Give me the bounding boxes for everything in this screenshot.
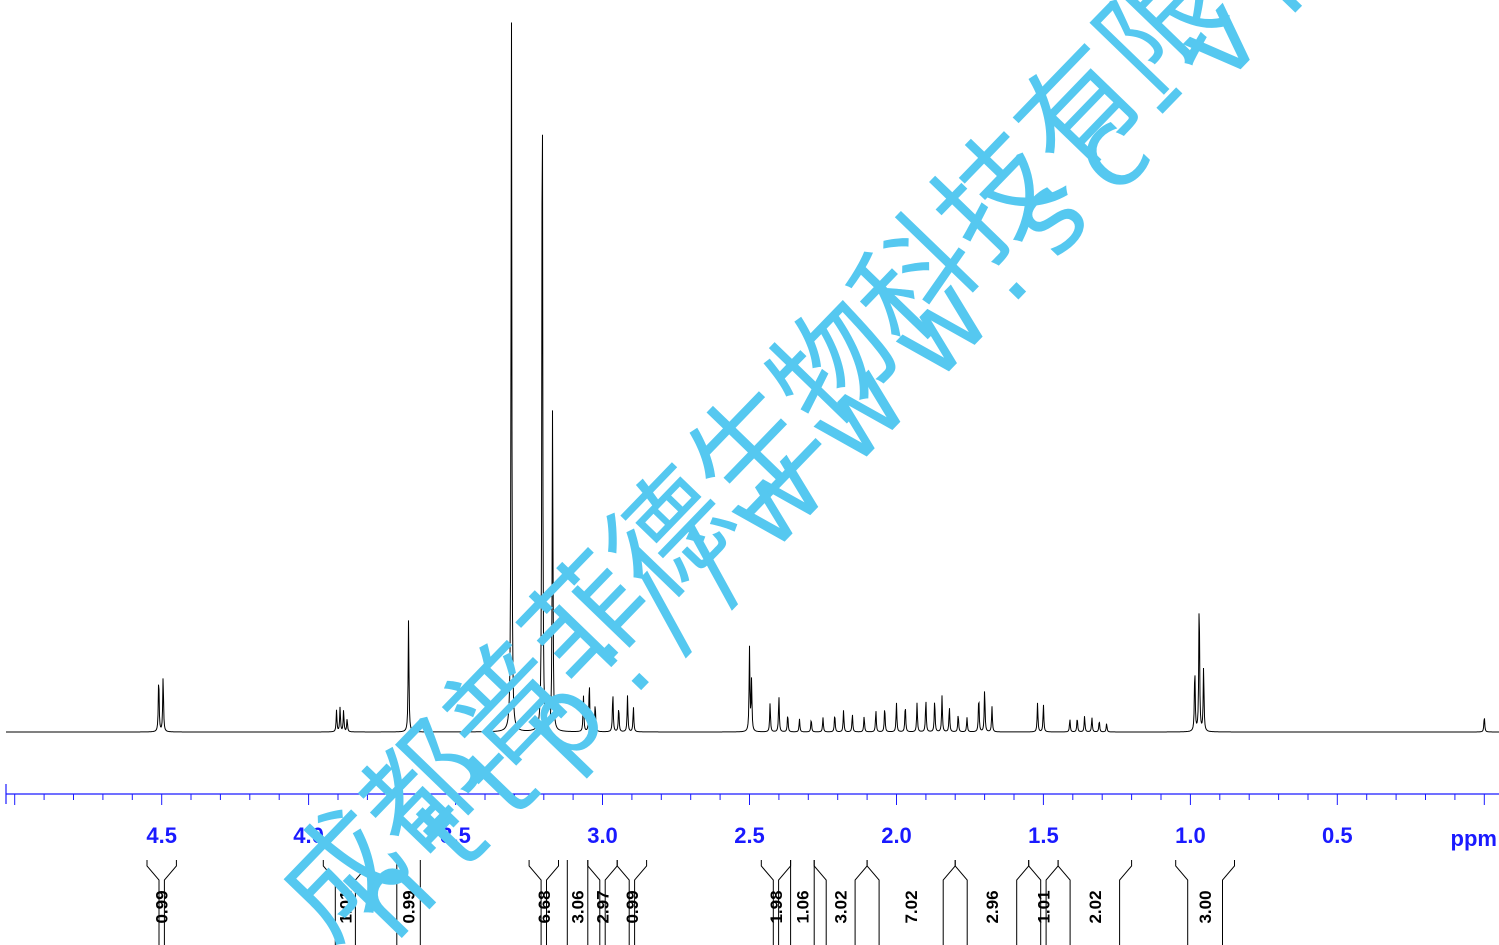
integral-value-label: 0.99	[623, 890, 642, 923]
watermark: 成都普菲德生物科技有限公司 http://www.sc-victory.com	[251, 0, 1499, 945]
spectrum-line	[6, 22, 1499, 733]
x-tick-label: 3.5	[440, 823, 471, 848]
integral-value-label: 1.01	[1034, 890, 1053, 923]
integral-value-label: 2.96	[983, 890, 1002, 923]
integral-value-label: 7.02	[902, 890, 921, 923]
integral-value-label: 3.02	[832, 890, 851, 923]
x-axis: 4.5 4.0 3.5 3.0 2.5 2.0 1.5 1.0 0.5 ppm	[5, 784, 1499, 851]
integral-bracket	[566, 860, 589, 945]
integral-bracket	[322, 860, 368, 945]
integral-bracket	[616, 860, 648, 945]
x-tick-label: 3.0	[587, 823, 618, 848]
x-tick-label: 0.5	[1322, 823, 1353, 848]
integral-bracket	[1175, 860, 1235, 945]
integral-value-label: 6.68	[535, 890, 554, 923]
integral-value-label: 2.97	[594, 890, 613, 923]
integral-bracket	[396, 860, 421, 945]
x-axis-unit-label: ppm	[1451, 826, 1497, 851]
spectrum-layer	[6, 22, 1499, 733]
integral-bracket	[146, 860, 177, 945]
integral-value-label: 2.02	[1086, 890, 1105, 923]
integral-value-label: 0.99	[400, 890, 419, 923]
x-tick-label: 4.0	[293, 823, 324, 848]
integral-bracket	[1057, 860, 1133, 945]
x-tick-label: 1.5	[1028, 823, 1059, 848]
integral-value-label: 3.00	[1196, 890, 1215, 923]
x-tick-label: 4.5	[146, 823, 177, 848]
integral-bracket	[790, 860, 815, 945]
watermark-url: http://www.sc-victory.com	[324, 0, 1499, 945]
integral-value-label: 0.99	[153, 890, 172, 923]
integral-value-label: 1.06	[793, 890, 812, 923]
integral-bracket	[528, 860, 559, 945]
x-tick-label: 2.0	[881, 823, 912, 848]
integral-value-label: 1.01	[336, 890, 355, 923]
integral-value-label: 1.98	[767, 890, 786, 923]
x-tick-label: 1.0	[1175, 823, 1206, 848]
integral-value-label: 3.06	[569, 890, 588, 923]
integral-layer: 0.99 1.01 0.99 6.68 3.06 2.97 0.99 1.98 1.06 3.02…	[146, 860, 1235, 945]
x-tick-label: 2.5	[734, 823, 765, 848]
